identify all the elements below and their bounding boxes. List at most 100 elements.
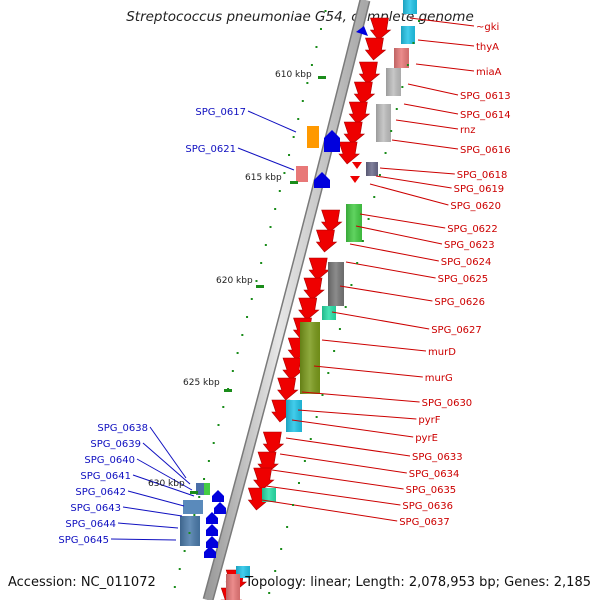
function-box-shade [322, 306, 336, 320]
gene-label-right: SPG_0622 [447, 224, 498, 235]
ruler-dot [306, 82, 309, 84]
ruler-dot [283, 172, 286, 174]
ruler-dot [212, 442, 215, 444]
leader-line [285, 437, 411, 457]
leader-line [265, 485, 401, 506]
leader-line [237, 147, 295, 171]
gene-arrowhead [352, 162, 362, 169]
ruler-dot [268, 592, 271, 594]
gene-arrow-reverse [204, 546, 216, 558]
gene-label-right: SPG_0630 [422, 398, 473, 409]
leader-line [122, 506, 183, 517]
ruler-dot [280, 548, 283, 550]
ruler-dot [173, 586, 176, 588]
gene-arrow [321, 209, 343, 233]
gene-label-right: thyA [476, 42, 499, 53]
leader-line [339, 285, 433, 302]
function-box-shade [376, 104, 391, 142]
ruler-dot [274, 570, 277, 572]
leader-line [127, 490, 185, 507]
backbone [202, 0, 371, 600]
gene-arrow [308, 257, 331, 281]
gene-arrow [348, 101, 371, 125]
ruler-dot [333, 350, 336, 352]
ruler-tick [256, 285, 264, 288]
leader-line [369, 183, 449, 206]
function-box-shade [401, 26, 415, 44]
ruler-dot [183, 550, 186, 552]
gene-label-left: SPG_0643 [70, 503, 121, 514]
gene-label-left: SPG_0641 [80, 471, 131, 482]
ruler-dot [207, 460, 210, 462]
ruler-dot [319, 28, 322, 30]
leader-line [417, 39, 475, 47]
leader-line [375, 175, 452, 189]
gene-arrow [277, 377, 299, 401]
gene-arrow [369, 17, 392, 41]
ruler-dot [344, 306, 347, 308]
ruler-dot [193, 514, 196, 516]
gene-arrow-reverse [214, 502, 226, 514]
gene-label-left: SPG_0621 [185, 144, 236, 155]
ruler-dot [260, 262, 263, 264]
gene-label-right: SPG_0627 [431, 325, 482, 336]
ruler-dot [390, 130, 393, 132]
gene-label-right: murD [428, 347, 456, 358]
gene-label-right: miaA [476, 67, 502, 78]
ruler-dot [417, 20, 420, 22]
ruler-dot [292, 504, 295, 506]
gene-label-right: SPG_0633 [412, 452, 463, 463]
leader-line [349, 243, 439, 262]
function-box [204, 483, 210, 495]
leader-line [301, 391, 420, 403]
ruler-dot [288, 154, 291, 156]
leader-line [142, 442, 191, 485]
ruler-dot [301, 100, 304, 102]
function-box-shade [386, 68, 401, 96]
ruler-dot [361, 240, 364, 242]
gene-label-right: SPG_0625 [438, 274, 489, 285]
leader-line [291, 419, 414, 438]
ruler-dot [286, 526, 289, 528]
gene-label-right: SPG_0620 [450, 201, 501, 212]
ruler-dot [198, 496, 201, 498]
gene-label-left: SPG_0642 [75, 487, 126, 498]
leader-line [313, 365, 423, 378]
leader-line [345, 261, 436, 279]
function-box-shade [394, 48, 409, 68]
function-box [296, 166, 308, 182]
leader-line [403, 103, 459, 115]
gene-label-right: SPG_0634 [409, 469, 460, 480]
ruler-dot [406, 64, 409, 66]
function-box [196, 483, 206, 495]
ruler-tick [190, 491, 198, 494]
gene-arrow-reverse [314, 172, 330, 188]
ruler-dot [246, 316, 249, 318]
ruler-dot [310, 64, 313, 66]
ruler-dot [384, 152, 387, 154]
gene-label-right: SPG_0623 [444, 240, 495, 251]
ruler-label: 625 kbp [183, 378, 220, 388]
gene-arrowhead-reverse [356, 26, 368, 36]
ruler-dot [297, 118, 300, 120]
leader-line [136, 458, 193, 491]
function-box-shade [262, 488, 276, 502]
function-box-shade [180, 516, 200, 546]
ruler-dot [395, 108, 398, 110]
ruler-dot [274, 208, 277, 210]
gene-label-right: pyrF [418, 415, 440, 426]
leader-line [297, 409, 417, 420]
ruler-dot [188, 532, 191, 534]
gene-arrow [253, 467, 275, 491]
gene-label-right: SPG_0626 [434, 297, 485, 308]
gene-label-right: SPG_0619 [454, 184, 505, 195]
summary-text: Topology: linear; Length: 2,078,953 bp; … [245, 575, 591, 590]
ruler-tick [318, 76, 326, 79]
leader-line [409, 17, 475, 27]
ruler-dot [297, 482, 300, 484]
ruler-dot [250, 298, 253, 300]
ruler-dot [373, 196, 376, 198]
function-box-shade [300, 322, 320, 394]
